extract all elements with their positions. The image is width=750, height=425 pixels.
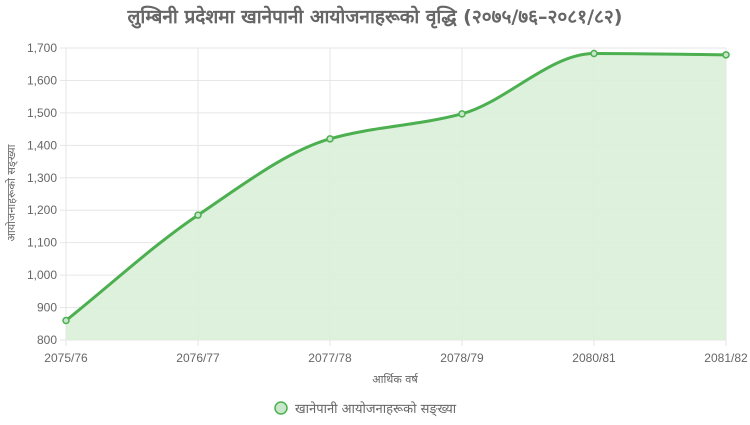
- y-tick-labels: 800 900 1,000 1,100 1,200 1,300 1,400 1,500 1,60…: [27, 41, 57, 347]
- data-point[interactable]: [62, 316, 70, 325]
- x-tick-label: 2080/81: [572, 351, 616, 365]
- series-line: [65, 52, 727, 322]
- legend[interactable]: खानेपानी आयोजनाहरूको सङ्ख्या: [274, 401, 457, 417]
- area-layer: [65, 52, 727, 340]
- points-layer: [62, 49, 730, 325]
- x-axis-label: आर्थिक वर्ष: [372, 373, 419, 386]
- legend-marker: [274, 401, 288, 415]
- y-tick-label: 1,600: [27, 73, 57, 87]
- x-tick-label: 2077/78: [308, 351, 352, 365]
- y-tick-label: 1,100: [27, 236, 57, 250]
- y-tick-label: 1,400: [27, 138, 57, 152]
- data-point[interactable]: [326, 135, 334, 143]
- series-area: [66, 53, 726, 340]
- x-tick-label: 2078/79: [440, 351, 484, 365]
- y-tick-label: 1,200: [27, 203, 57, 217]
- x-tick-label: 2081/82: [704, 351, 748, 365]
- x-tick-label: 2075/76: [44, 351, 88, 365]
- y-tick-label: 1,300: [27, 171, 57, 185]
- chart-title: लुम्बिनी प्रदेशमा खानेपानी आयोजनाहरूको व…: [127, 5, 623, 29]
- data-point[interactable]: [458, 110, 466, 118]
- y-tick-label: 900: [37, 301, 57, 315]
- y-tick-label: 1,000: [27, 268, 57, 282]
- x-tick-labels: 2075/76 2076/77 2077/78 2078/79 2080/81 2081/…: [44, 351, 748, 365]
- y-axis-label: आयोजनाहरूको सङ्ख्या: [5, 144, 18, 241]
- y-tick-label: 1,700: [27, 41, 57, 55]
- y-tick-label: 1,500: [27, 106, 57, 120]
- legend-label: खानेपानी आयोजनाहरूको सङ्ख्या: [295, 401, 457, 417]
- data-point[interactable]: [194, 211, 202, 219]
- x-tick-label: 2076/77: [176, 351, 220, 365]
- data-point[interactable]: [722, 51, 730, 59]
- data-point[interactable]: [590, 49, 598, 58]
- y-tick-label: 800: [37, 333, 57, 347]
